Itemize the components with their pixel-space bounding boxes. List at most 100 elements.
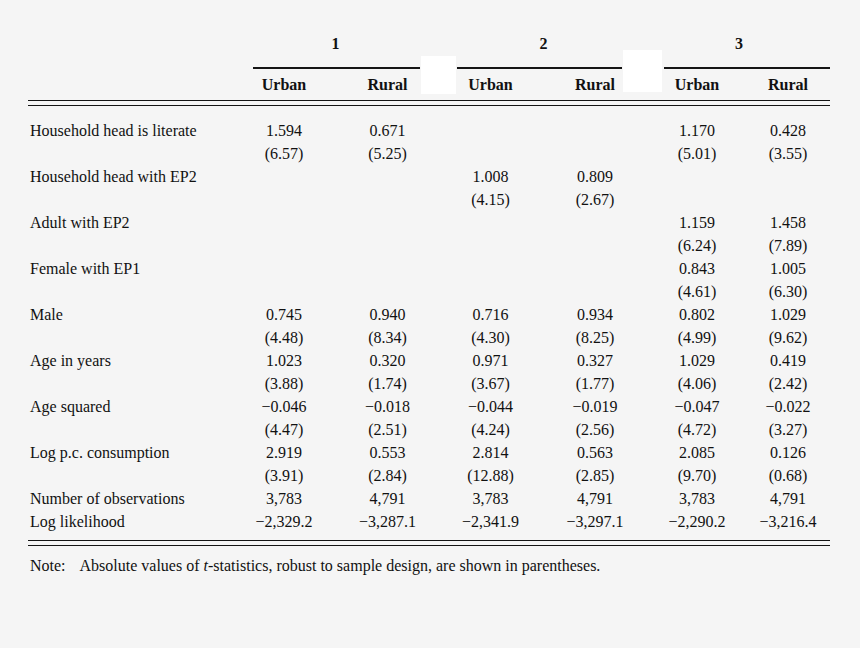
column-header: Rural <box>746 70 830 100</box>
tstat-cell: (4.48) <box>232 326 336 349</box>
tstat-cell <box>336 280 439 303</box>
tstat-cell: (2.51) <box>336 418 439 441</box>
column-header: Urban <box>232 70 336 100</box>
estimate-cell: 1.005 <box>746 257 830 280</box>
tstat-cell: (6.24) <box>648 234 746 257</box>
tstat-cell: (9.62) <box>746 326 830 349</box>
summary-cell: −3,297.1 <box>542 510 648 533</box>
row-label: Adult with EP2 <box>28 211 232 257</box>
note-text-after: -statistics, robust to sample design, ar… <box>208 557 600 574</box>
estimate-cell: 0.716 <box>439 303 542 326</box>
tstat-cell: (3.55) <box>746 142 830 165</box>
tstat-cell <box>648 188 746 211</box>
estimate-cell: 2.814 <box>439 441 542 464</box>
summary-cell: 4,791 <box>336 487 439 510</box>
estimate-cell <box>746 165 830 188</box>
tstat-cell: (2.84) <box>336 464 439 487</box>
estimate-cell <box>542 211 648 234</box>
summary-row: Number of observations 3,783 4,791 3,783… <box>28 487 830 510</box>
estimate-cell: 0.843 <box>648 257 746 280</box>
tstat-cell: (6.57) <box>232 142 336 165</box>
tstat-cell: (1.74) <box>336 372 439 395</box>
estimate-cell: 0.126 <box>746 441 830 464</box>
tstat-cell: (2.67) <box>542 188 648 211</box>
table-row: Log p.c. consumption 2.919 0.553 2.814 0… <box>28 441 830 487</box>
corner-cell <box>28 58 232 70</box>
estimate-cell <box>439 119 542 142</box>
row-label: Male <box>28 303 232 349</box>
tstat-cell: (3.91) <box>232 464 336 487</box>
column-group-rule <box>457 67 622 69</box>
tstat-cell <box>336 234 439 257</box>
row-label: Log p.c. consumption <box>28 441 232 487</box>
estimate-cell <box>336 211 439 234</box>
estimate-cell: 1.023 <box>232 349 336 372</box>
tstat-cell: (4.30) <box>439 326 542 349</box>
tstat-cell: (2.42) <box>746 372 830 395</box>
estimate-cell: 0.671 <box>336 119 439 142</box>
tstat-cell: (1.77) <box>542 372 648 395</box>
bottom-double-rule <box>28 540 830 546</box>
estimate-cell: 1.159 <box>648 211 746 234</box>
note-prefix: Note: <box>30 557 66 574</box>
estimate-cell: 0.809 <box>542 165 648 188</box>
table-row: Female with EP1 0.843 1.005 (4.61) (6.30… <box>28 257 830 303</box>
column-group-label: 3 <box>648 30 830 58</box>
tstat-cell: (7.89) <box>746 234 830 257</box>
estimate-cell: 0.971 <box>439 349 542 372</box>
row-label: Female with EP1 <box>28 257 232 303</box>
estimate-cell <box>232 165 336 188</box>
column-group-rule <box>253 67 420 69</box>
estimate-cell: 0.553 <box>336 441 439 464</box>
tstat-cell <box>439 234 542 257</box>
table-row: Household head with EP2 1.008 0.809 (4.1… <box>28 165 830 211</box>
estimate-cell <box>336 257 439 280</box>
tstat-cell: (6.30) <box>746 280 830 303</box>
tstat-cell: (3.67) <box>439 372 542 395</box>
estimate-cell: 1.029 <box>648 349 746 372</box>
estimate-cell: 1.008 <box>439 165 542 188</box>
corner-cell <box>28 70 232 100</box>
column-group-label: 2 <box>439 30 648 58</box>
tstat-cell <box>336 188 439 211</box>
table-note: Note:Absolute values of t-statistics, ro… <box>30 554 600 578</box>
summary-cell: −2,290.2 <box>648 510 746 533</box>
estimate-cell <box>542 119 648 142</box>
summary-cell: −3,287.1 <box>336 510 439 533</box>
summary-cell: 4,791 <box>542 487 648 510</box>
estimate-cell: 0.940 <box>336 303 439 326</box>
tstat-cell: (4.06) <box>648 372 746 395</box>
estimate-cell: 1.458 <box>746 211 830 234</box>
tstat-cell: (4.15) <box>439 188 542 211</box>
tstat-cell: (5.01) <box>648 142 746 165</box>
regression-table: 1 2 3 Urban Rural Urban Rural Urban Rura… <box>28 30 830 546</box>
summary-cell: 3,783 <box>232 487 336 510</box>
tstat-cell: (4.47) <box>232 418 336 441</box>
summary-cell: −2,341.9 <box>439 510 542 533</box>
estimate-cell: −0.044 <box>439 395 542 418</box>
summary-cell: −2,329.2 <box>232 510 336 533</box>
tstat-cell <box>232 234 336 257</box>
estimate-cell: 0.802 <box>648 303 746 326</box>
tstat-cell: (8.34) <box>336 326 439 349</box>
estimate-cell: 0.327 <box>542 349 648 372</box>
estimate-cell <box>336 165 439 188</box>
estimate-cell: −0.019 <box>542 395 648 418</box>
estimate-cell: −0.018 <box>336 395 439 418</box>
estimate-cell: 1.594 <box>232 119 336 142</box>
column-group-label: 1 <box>232 30 439 58</box>
tstat-cell: (9.70) <box>648 464 746 487</box>
estimate-cell: 0.428 <box>746 119 830 142</box>
tstat-cell: (3.27) <box>746 418 830 441</box>
tstat-cell: (2.56) <box>542 418 648 441</box>
tstat-cell <box>542 142 648 165</box>
tstat-cell <box>746 188 830 211</box>
estimate-cell: −0.046 <box>232 395 336 418</box>
tstat-cell <box>439 142 542 165</box>
estimate-cell: −0.047 <box>648 395 746 418</box>
estimate-cell: 0.320 <box>336 349 439 372</box>
table-row: Age squared −0.046 −0.018 −0.044 −0.019 … <box>28 395 830 441</box>
table-row: Age in years 1.023 0.320 0.971 0.327 1.0… <box>28 349 830 395</box>
estimate-cell: 0.419 <box>746 349 830 372</box>
estimate-cell: 1.029 <box>746 303 830 326</box>
